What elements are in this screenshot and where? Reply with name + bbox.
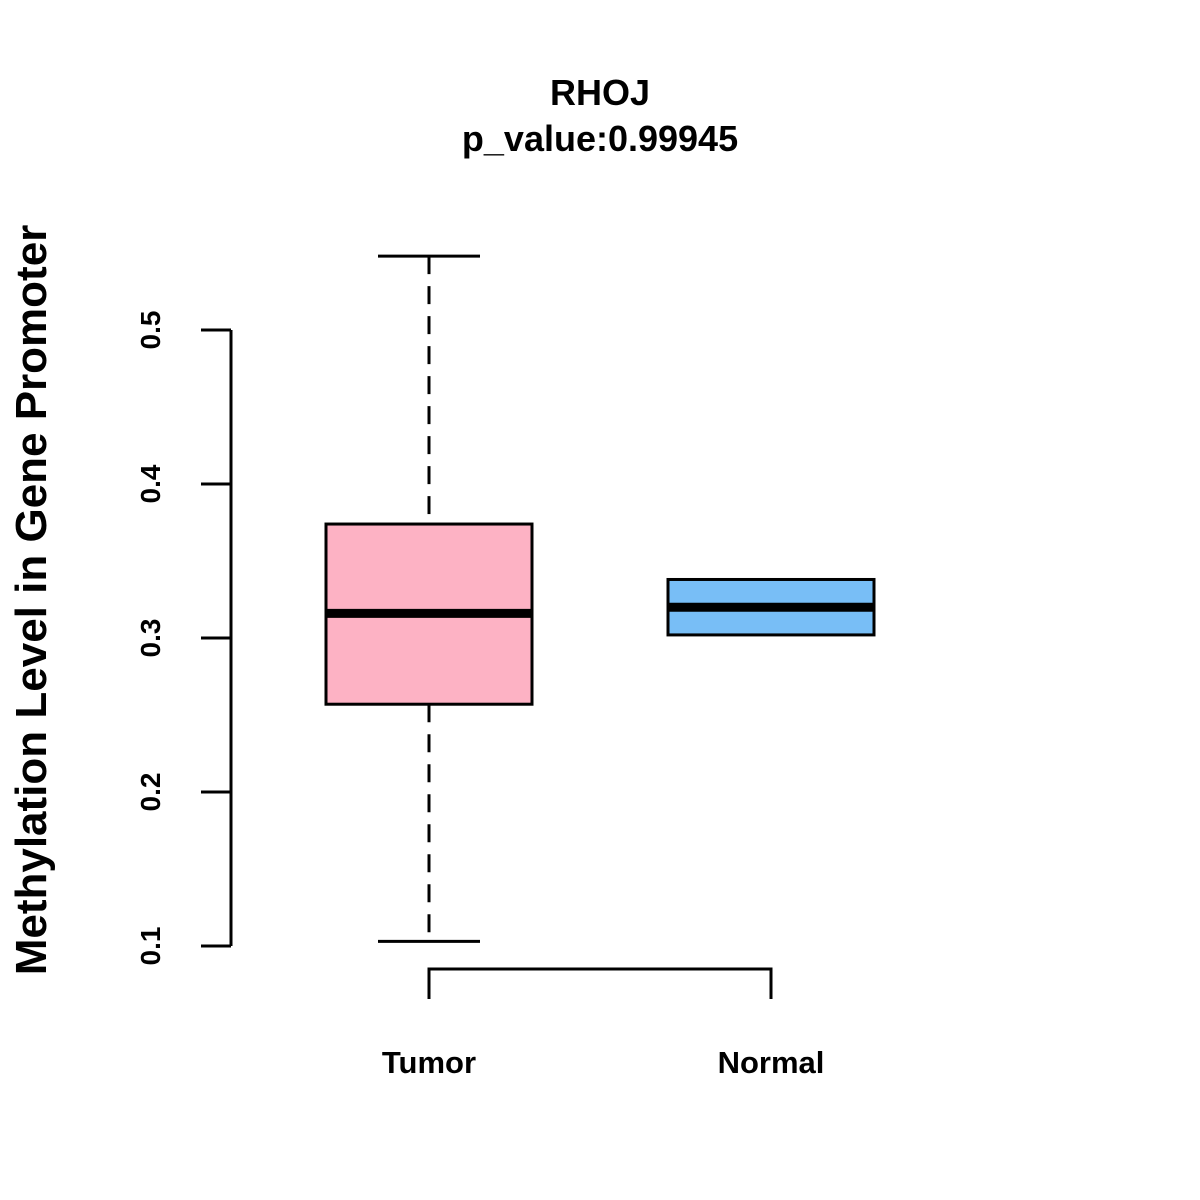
y-tick-label: 0.4 (135, 464, 166, 503)
x-tick-label-normal: Normal (718, 1045, 825, 1080)
chart-subtitle: p_value:0.99945 (462, 118, 738, 159)
y-tick-label: 0.1 (135, 927, 166, 966)
x-tick-label-tumor: Tumor (382, 1045, 476, 1080)
boxes-group (324, 254, 876, 943)
y-tick-label: 0.3 (135, 619, 166, 658)
y-tick-label: 0.2 (135, 773, 166, 812)
chart-title: RHOJ (550, 72, 650, 113)
y-axis: 0.1 0.2 0.3 0.4 0.5 (135, 311, 233, 966)
x-axis: Tumor Normal (382, 967, 825, 1080)
y-tick-label: 0.5 (135, 311, 166, 350)
y-axis-label: Methylation Level in Gene Promoter (7, 225, 56, 976)
box-tumor (324, 254, 534, 943)
box-normal (666, 577, 876, 637)
